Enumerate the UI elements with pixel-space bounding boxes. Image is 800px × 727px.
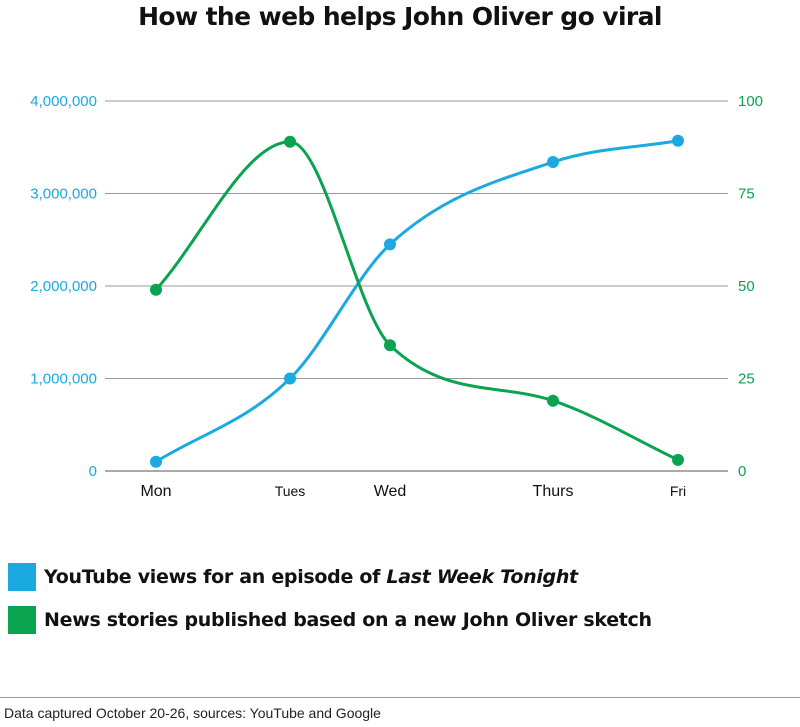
data-point-youtube [284, 372, 296, 385]
footer-divider [0, 697, 800, 698]
y-right-tick-label: 50 [738, 278, 755, 295]
data-point-youtube [384, 238, 396, 251]
data-point-news [672, 453, 684, 466]
legend-label-youtube-plain: YouTube views for an episode of [44, 566, 387, 588]
y-right-tick-label: 75 [738, 186, 755, 203]
data-point-news [150, 283, 162, 296]
line-chart: 0 1,000,000 2,000,000 3,000,000 4,000,000 0 25… [30, 93, 763, 500]
y-left-tick-label: 0 [89, 463, 97, 480]
y-right-tick-label: 25 [738, 371, 755, 388]
footer-note: Data captured October 20-26, sources: Yo… [4, 705, 381, 721]
series-line-youtube [154, 139, 680, 464]
y-left-tick-label: 1,000,000 [30, 371, 97, 388]
data-point-youtube [672, 134, 684, 147]
legend-item-news: News stories published based on a new Jo… [8, 606, 652, 634]
x-tick-label: Wed [374, 483, 407, 500]
y-left-tick-label: 4,000,000 [30, 93, 97, 110]
chart-title: How the web helps John Oliver go viral [138, 2, 662, 31]
legend-label-news: News stories published based on a new Jo… [44, 609, 652, 631]
y-right-tick-label: 100 [738, 93, 763, 110]
y-right-tick-label: 0 [738, 463, 746, 480]
y-left-tick-label: 3,000,000 [30, 186, 97, 203]
legend-label-youtube-italic: Last Week Tonight [386, 566, 578, 588]
y-left-tick-label: 2,000,000 [30, 278, 97, 295]
data-point-news [547, 394, 559, 407]
x-tick-label: Mon [140, 483, 171, 500]
legend-swatch-news [8, 606, 36, 634]
data-point-news [284, 135, 296, 148]
data-point-news [384, 339, 396, 352]
x-tick-label: Thurs [533, 483, 574, 500]
legend-swatch-youtube [8, 563, 36, 591]
series-line-news [154, 140, 680, 462]
data-point-youtube [547, 156, 559, 169]
x-tick-label: Fri [670, 483, 686, 499]
legend-item-youtube: YouTube views for an episode of Last Wee… [8, 563, 578, 591]
legend-label-youtube: YouTube views for an episode of Last Wee… [44, 566, 578, 588]
x-tick-label: Tues [275, 483, 306, 499]
data-point-youtube [150, 455, 162, 468]
